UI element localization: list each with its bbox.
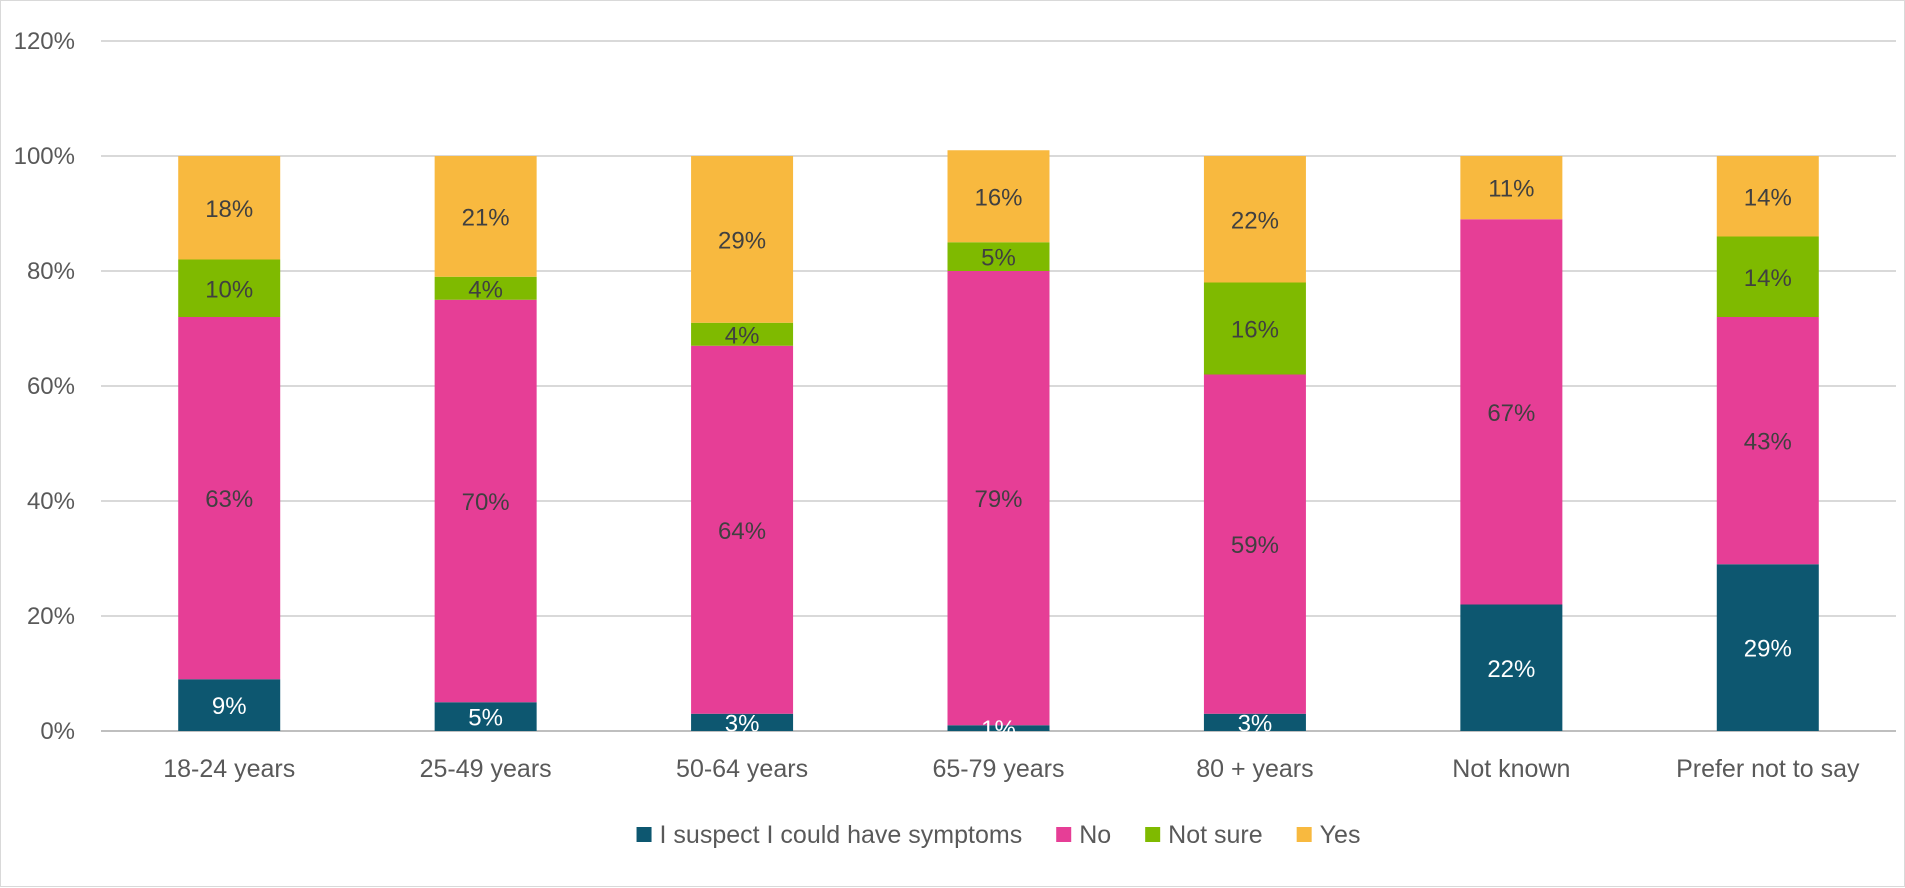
bar-segment — [178, 317, 281, 680]
data-label: 16% — [974, 184, 1022, 211]
bar-segment — [691, 345, 794, 714]
y-tick-label: 0% — [40, 718, 75, 745]
legend-swatch — [1145, 827, 1161, 842]
data-label: 4% — [725, 322, 760, 349]
bar-segment — [1716, 317, 1819, 565]
bar-segment — [1203, 374, 1306, 714]
legend-item: Not sure — [1145, 821, 1263, 849]
data-label: 5% — [981, 245, 1016, 272]
legend: I suspect I could have symptoms No Not sur… — [636, 821, 1361, 849]
data-label: 29% — [1744, 636, 1792, 663]
data-label: 70% — [462, 489, 510, 516]
x-category-label: 80 + years — [1196, 755, 1313, 783]
y-tick-label: 80% — [27, 258, 75, 285]
y-tick-label: 40% — [27, 488, 75, 515]
bar-segment — [434, 702, 537, 731]
bar-segment — [1460, 604, 1563, 731]
x-category-label: Prefer not to say — [1676, 755, 1860, 783]
bar-segment — [691, 322, 794, 346]
data-label: 11% — [1488, 176, 1534, 203]
data-label: 63% — [205, 486, 253, 513]
x-category-label: 18-24 years — [163, 755, 295, 783]
data-label: 16% — [1231, 317, 1279, 344]
bar-segment — [1460, 156, 1563, 220]
data-label: 43% — [1744, 429, 1792, 456]
data-label: 14% — [1744, 184, 1792, 211]
legend-swatch — [636, 827, 652, 842]
bar-segment — [1460, 219, 1563, 605]
legend-item: I suspect I could have symptoms — [636, 821, 1023, 849]
data-label: 67% — [1487, 400, 1535, 427]
x-category-label: Not known — [1452, 755, 1570, 783]
data-label: 59% — [1231, 532, 1279, 559]
data-label: 79% — [974, 486, 1022, 513]
bar-segment — [1203, 713, 1306, 731]
data-label: 22% — [1231, 207, 1279, 234]
bar-segment — [434, 299, 537, 703]
data-label: 10% — [205, 276, 253, 303]
legend-label: I suspect I could have symptoms — [660, 821, 1023, 849]
bar-segment — [178, 156, 281, 260]
data-label: 3% — [1238, 710, 1273, 737]
bar-segment — [1203, 156, 1306, 283]
y-axis-ticks: 0% 20% 40% 60% 80% 100% 120% — [14, 28, 75, 745]
bars — [178, 150, 1819, 731]
data-label: 4% — [468, 276, 503, 303]
bar-segment — [1203, 282, 1306, 375]
data-label: 5% — [468, 705, 503, 732]
legend-swatch — [1056, 827, 1072, 842]
x-category-label: 50-64 years — [676, 755, 808, 783]
legend-item: Yes — [1296, 821, 1361, 849]
data-label: 18% — [205, 196, 253, 223]
y-tick-label: 120% — [14, 28, 75, 55]
data-labels: 9% 63% 10% 18% 5% 70% 4% 21% 3% 64% 4% 29% 1% 79% 5% 16… — [205, 176, 1792, 744]
data-label: 22% — [1487, 656, 1535, 683]
bar-segment — [1716, 564, 1819, 731]
x-axis-categories: 18-24 years 25-49 years 50-64 years 65-79 y… — [163, 755, 1860, 783]
bar-segment — [178, 259, 281, 317]
legend-swatch — [1296, 827, 1312, 842]
data-label: 14% — [1744, 265, 1792, 292]
data-label: 9% — [212, 693, 247, 720]
bar-segment — [434, 156, 537, 277]
bar-segment — [947, 271, 1050, 726]
bar-segment — [1716, 156, 1819, 237]
bar-segment — [691, 156, 794, 323]
data-label: 3% — [725, 710, 760, 737]
bar-segment — [178, 679, 281, 731]
y-tick-label: 60% — [27, 373, 75, 400]
bar-segment — [1716, 236, 1819, 317]
data-label: 64% — [718, 518, 766, 545]
x-category-label: 25-49 years — [420, 755, 552, 783]
legend-label: Not sure — [1168, 821, 1262, 849]
data-label: 29% — [718, 227, 766, 254]
legend-item: No — [1056, 821, 1111, 849]
bar-segment — [947, 150, 1050, 243]
legend-label: No — [1079, 821, 1111, 849]
bar-segment — [947, 242, 1050, 271]
bar-segment — [434, 276, 537, 300]
y-tick-label: 20% — [27, 603, 75, 630]
data-label: 21% — [462, 204, 510, 231]
data-label: 1% — [981, 716, 1016, 743]
legend-label: Yes — [1320, 821, 1361, 849]
bar-segment — [691, 713, 794, 731]
y-tick-label: 100% — [14, 143, 75, 170]
bar-segment — [947, 725, 1050, 731]
x-category-label: 65-79 years — [932, 755, 1064, 783]
